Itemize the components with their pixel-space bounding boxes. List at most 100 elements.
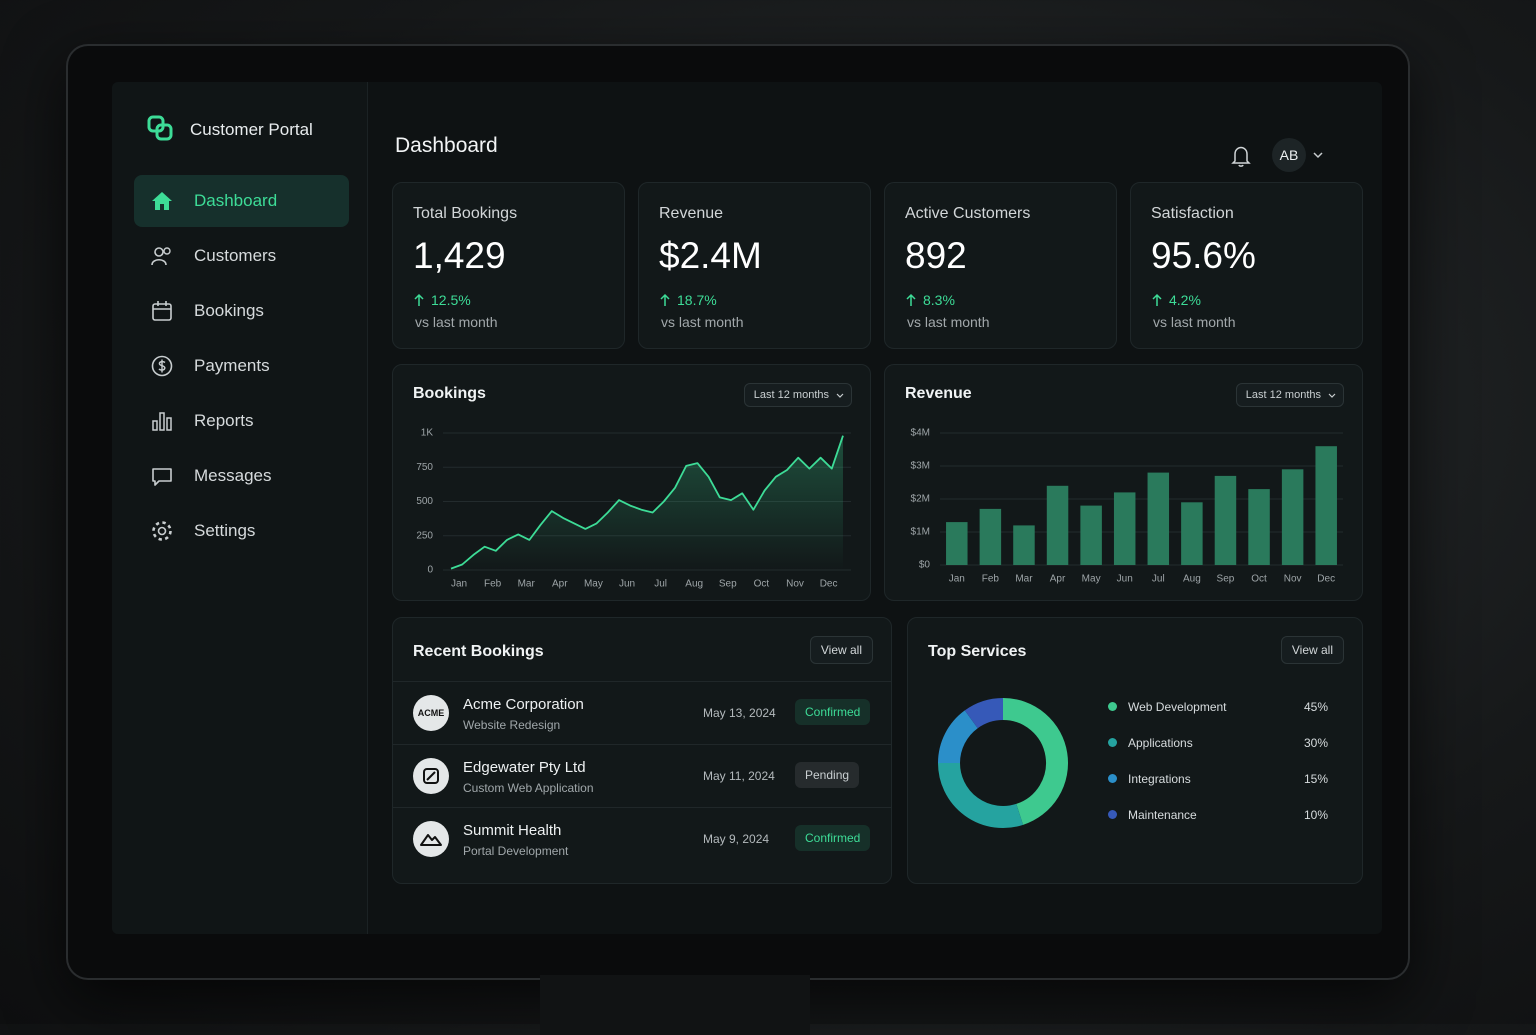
legend-label: Maintenance	[1128, 808, 1197, 822]
brand-logo	[147, 115, 173, 141]
y-tick-label: 1K	[421, 428, 434, 439]
bar	[946, 522, 968, 565]
kpi-value: 1,429	[413, 235, 506, 276]
x-tick-label: Nov	[1284, 574, 1302, 585]
nav-item[interactable]: Messages	[134, 450, 349, 502]
booking-row[interactable]: ACME Acme Corporation Website Redesign M…	[393, 681, 891, 745]
kpi-label: Active Customers	[905, 205, 1031, 222]
donut-segment	[1002, 698, 1068, 825]
screen: Customer Portal Dashboard Customers Book…	[112, 82, 1382, 934]
x-tick-label: Jan	[451, 579, 467, 590]
range-label: Last 12 months	[1245, 389, 1321, 401]
nav-item[interactable]: Reports	[134, 395, 349, 447]
nav-label: Reports	[194, 411, 254, 430]
donut-segment	[938, 710, 979, 764]
range-label: Last 12 months	[753, 389, 829, 401]
up-arrow	[414, 293, 424, 306]
icon	[152, 412, 172, 431]
x-tick-label: Oct	[754, 579, 770, 590]
legend-item: Integrations 15%	[1108, 770, 1328, 790]
legend-label: Integrations	[1128, 772, 1191, 786]
nav-item[interactable]: Settings	[134, 505, 349, 557]
y-tick-label: $0	[919, 560, 931, 571]
icon	[151, 247, 171, 266]
x-tick-label: Jul	[654, 579, 667, 590]
y-tick-label: 500	[416, 496, 433, 507]
legend-swatch	[1108, 702, 1117, 711]
x-tick-label: Nov	[786, 579, 804, 590]
kpi-card: Satisfaction 95.6% 4.2% vs last month	[1130, 182, 1363, 349]
view-all-button[interactable]: View all	[809, 636, 873, 664]
kpi-card: Active Customers 892 8.3% vs last month	[884, 182, 1117, 349]
icon	[152, 521, 172, 541]
client-logo	[413, 821, 449, 857]
booking-row[interactable]: Summit Health Portal Development May 9, …	[393, 807, 891, 871]
x-tick-label: Oct	[1251, 574, 1267, 585]
status: Pending	[795, 762, 860, 788]
icon	[152, 192, 172, 210]
booking-row[interactable]: Edgewater Pty Ltd Custom Web Application…	[393, 744, 891, 808]
project: Portal Development	[463, 844, 569, 858]
kpi-note: vs last month	[1153, 314, 1236, 330]
range-select[interactable]: Last 12 months	[743, 383, 852, 407]
kpi-change: 8.3%	[923, 292, 955, 308]
x-tick-label: Jun	[1117, 574, 1133, 585]
bar	[1214, 475, 1237, 565]
kpi-value: $2.4M	[659, 235, 762, 276]
chevron	[836, 393, 844, 398]
project: Website Redesign	[463, 718, 561, 732]
range-select[interactable]: Last 12 months	[1235, 383, 1344, 407]
y-tick-label: 250	[416, 530, 433, 541]
chart-title: Bookings	[413, 385, 486, 402]
client-name: Summit Health	[463, 822, 562, 839]
bar-chart: $0 $1M $2M $3M $4M Jan Feb Mar Apr May Jun Jul Aug Se…	[911, 428, 1343, 585]
legend-swatch	[1108, 810, 1117, 819]
icon	[152, 301, 172, 321]
donut-segment	[964, 698, 1004, 729]
client-name: Acme Corporation	[463, 696, 584, 713]
donut-chart	[938, 698, 1068, 828]
avatar[interactable]: AB	[1272, 138, 1306, 172]
client-name: Edgewater Pty Ltd	[463, 759, 586, 776]
legend-label: Applications	[1128, 736, 1193, 750]
notification-bell[interactable]	[1230, 144, 1252, 168]
x-tick-label: Sep	[1217, 574, 1235, 585]
chevron	[1328, 393, 1336, 398]
x-tick-label: May	[1082, 574, 1101, 585]
y-tick-label: $2M	[911, 494, 930, 505]
bar	[979, 508, 1002, 565]
x-tick-label: Apr	[1050, 574, 1066, 585]
x-tick-label: Apr	[552, 579, 568, 590]
nav-label: Dashboard	[194, 191, 278, 210]
bar	[1248, 489, 1270, 565]
bar	[1113, 492, 1136, 565]
line	[450, 435, 844, 570]
date: May 11, 2024	[703, 769, 775, 783]
area	[451, 435, 843, 570]
view-all-button[interactable]: View all	[1280, 636, 1344, 664]
date: May 9, 2024	[703, 832, 770, 846]
bar	[1181, 502, 1203, 565]
kpi-change: 18.7%	[677, 292, 717, 308]
nav-item[interactable]: Bookings	[134, 285, 349, 337]
kpi-value: 95.6%	[1151, 235, 1256, 276]
nav-label: Payments	[194, 356, 270, 375]
nav-label: Bookings	[194, 301, 264, 320]
legend-value: 10%	[1303, 808, 1328, 822]
legend-item: Maintenance 10%	[1108, 806, 1328, 826]
chevron[interactable]	[1312, 150, 1324, 160]
kpi-label: Revenue	[659, 205, 724, 222]
legend-item: Applications 30%	[1108, 734, 1328, 754]
kpi-note: vs last month	[907, 314, 990, 330]
brand-name: Customer Portal	[190, 120, 313, 139]
up-arrow	[906, 293, 916, 306]
donut-segment	[938, 762, 1024, 828]
nav-item[interactable]: Customers	[134, 230, 349, 282]
client-logo: ACME	[413, 695, 449, 731]
legend-value: 30%	[1303, 736, 1328, 750]
nav-item[interactable]: Dashboard	[134, 175, 349, 227]
kpi-value: 892	[905, 235, 967, 276]
kpi-label: Total Bookings	[413, 205, 518, 222]
nav-item[interactable]: Payments	[134, 340, 349, 392]
